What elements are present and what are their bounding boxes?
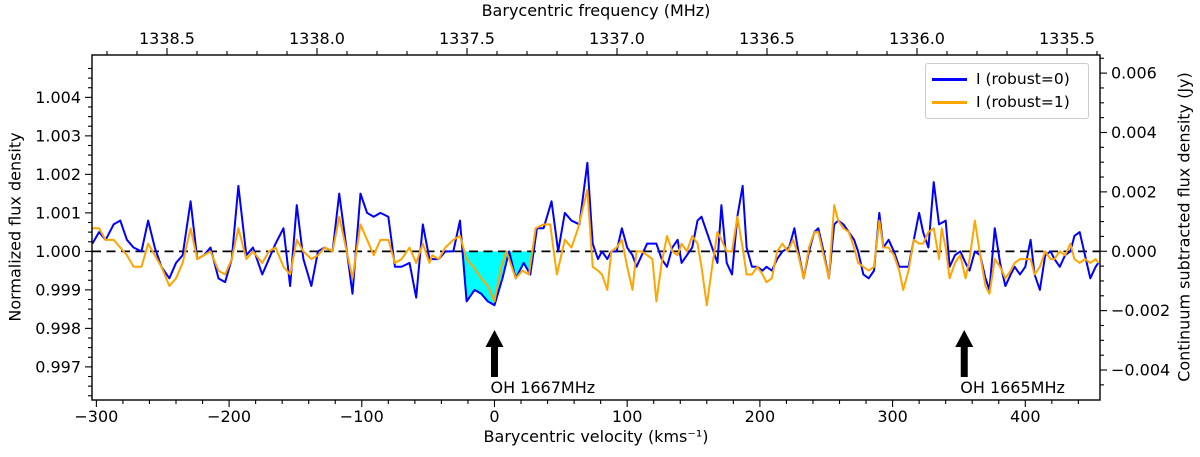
left-tick-label: 0.997 xyxy=(35,357,81,376)
freq-tick-label: 1338.0 xyxy=(289,29,345,48)
up-arrow-icon xyxy=(485,330,504,377)
freq-tick-label: 1337.0 xyxy=(589,29,645,48)
right-tick-label: −0.004 xyxy=(1111,361,1170,380)
x-tick-label: 100 xyxy=(612,407,643,426)
left-tick-label: 1.004 xyxy=(35,88,81,107)
plot-border xyxy=(91,54,1101,401)
left-tick-label: 1.002 xyxy=(35,165,81,184)
annotation-label: OH 1665MHz xyxy=(960,378,1065,397)
right-tick-label: 0.002 xyxy=(1111,182,1157,201)
series-line-robust1 xyxy=(92,188,1100,307)
left-axis-title: Normalized flux density xyxy=(5,132,25,322)
x-tick-label: −100 xyxy=(340,407,384,426)
right-tick-label: 0.000 xyxy=(1111,242,1157,261)
x-tick-label: 0 xyxy=(489,407,499,426)
annotation-label: OH 1667MHz xyxy=(490,378,595,397)
legend-entry-robust1: I (robust=1) xyxy=(932,91,1082,114)
x-tick-label: 300 xyxy=(877,407,908,426)
freq-tick-label: 1337.5 xyxy=(439,29,495,48)
right-tick-label: 0.006 xyxy=(1111,64,1157,83)
up-arrow-icon xyxy=(955,330,974,377)
left-tick-label: 0.998 xyxy=(35,319,81,338)
right-axis-title: Continuum subtracted flux density (Jy) xyxy=(1174,72,1194,382)
legend-label-robust1: I (robust=1) xyxy=(976,92,1070,111)
freq-tick-label: 1336.5 xyxy=(739,29,795,48)
legend-line-robust1-swatch xyxy=(932,101,967,104)
annotation-oh-1665mhz: OH 1665MHz xyxy=(955,330,1065,397)
freq-tick-label: 1336.0 xyxy=(889,29,945,48)
left-tick-label: 1.000 xyxy=(35,242,81,261)
right-tick-label: 0.004 xyxy=(1111,123,1157,142)
x-tick-label: −200 xyxy=(207,407,251,426)
freq-tick-label: 1335.5 xyxy=(1039,29,1095,48)
left-tick-label: 1.003 xyxy=(35,126,81,145)
freq-tick-label: 1338.5 xyxy=(139,29,195,48)
series-line-robust0 xyxy=(91,161,1100,307)
left-tick-label: 1.001 xyxy=(35,203,81,222)
bottom-axis-title: Barycentric velocity (kms⁻¹) xyxy=(483,427,709,446)
x-tick-label: 200 xyxy=(745,407,776,426)
legend-line-robust0-swatch xyxy=(932,78,967,81)
x-tick-label: −300 xyxy=(74,407,118,426)
annotation-oh-1667mhz: OH 1667MHz xyxy=(485,330,595,397)
left-tick-label: 0.999 xyxy=(35,280,81,299)
x-tick-label: 400 xyxy=(1010,407,1041,426)
legend-label-robust0: I (robust=0) xyxy=(976,69,1070,88)
legend-entry-robust0: I (robust=0) xyxy=(932,68,1082,91)
tick-marks xyxy=(85,48,1107,407)
legend: I (robust=0) I (robust=1) xyxy=(925,63,1089,119)
top-axis-title: Barycentric frequency (MHz) xyxy=(481,1,711,20)
tick-labels: −300 −200 −100 0 100 200 300 400 1338.5 1338.0 133… xyxy=(35,29,1170,426)
right-tick-label: −0.002 xyxy=(1111,301,1170,320)
